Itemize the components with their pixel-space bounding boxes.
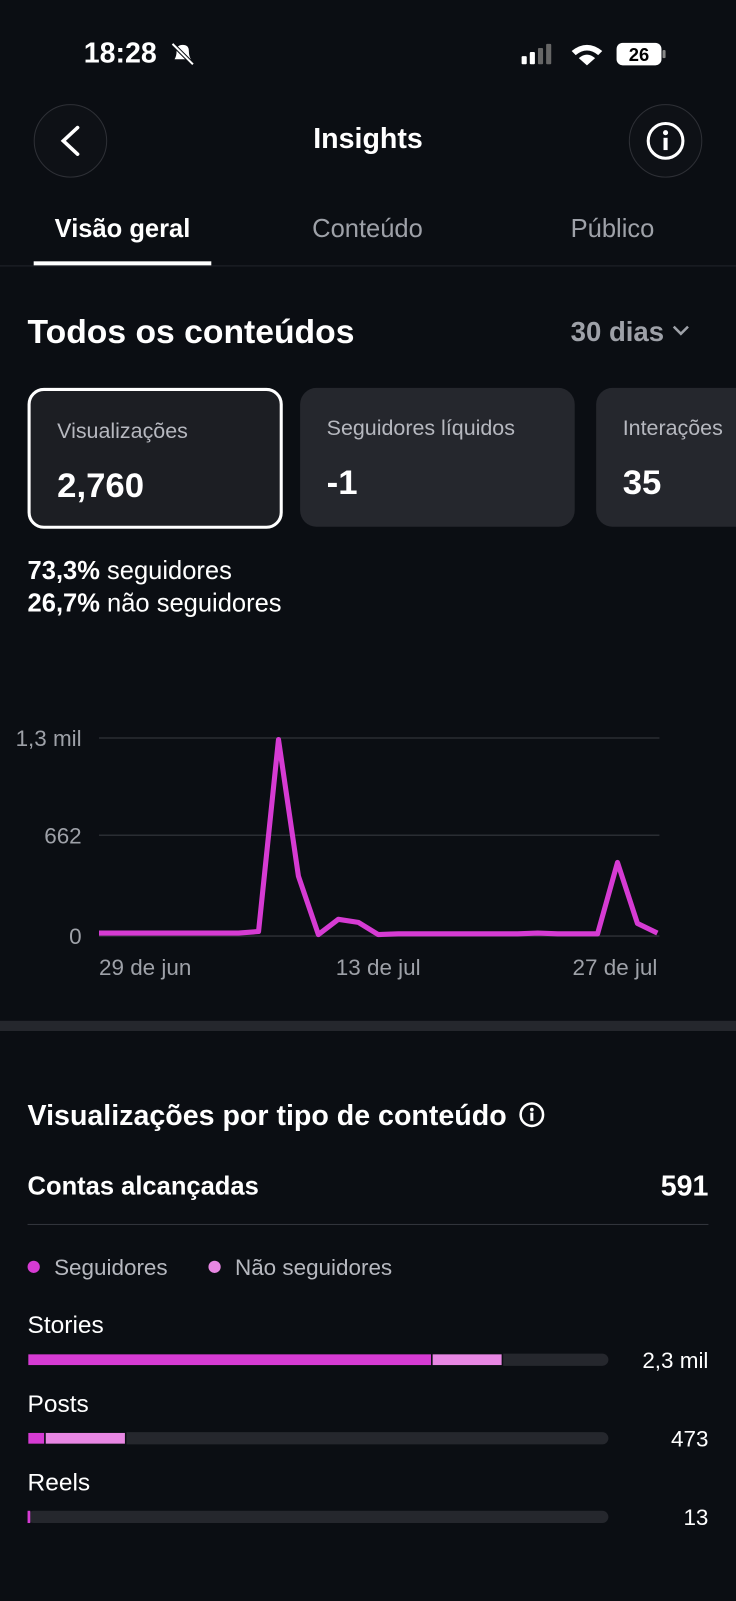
metric-value: 2,760	[57, 466, 145, 506]
divider	[27, 1223, 709, 1225]
info-button[interactable]	[628, 104, 703, 178]
reach-value: 591	[660, 1169, 709, 1202]
y-tick-label: 1,3 mil	[16, 726, 82, 751]
legend-dot	[27, 1260, 40, 1273]
metric-value: 35	[622, 463, 662, 503]
line-series	[99, 737, 659, 938]
legend-dot	[208, 1260, 221, 1273]
legend-label: Seguidores	[54, 1255, 168, 1280]
x-tick-label: 13 de jul	[336, 955, 421, 980]
battery-level: 26	[629, 44, 649, 65]
label: não seguidores	[107, 589, 282, 618]
tab[interactable]: Visão geral	[54, 214, 191, 243]
label: seguidores	[107, 556, 232, 585]
metric-card[interactable]: Interações 35	[596, 387, 736, 527]
title: Visualizações por tipo de conteúdo	[27, 1099, 507, 1132]
metric-label: Seguidores líquidos	[326, 416, 515, 440]
metric-label: Interações	[622, 416, 723, 440]
metric-card[interactable]: Visualizações 2,760	[27, 387, 283, 529]
category-label: Posts	[28, 1391, 89, 1418]
back-button[interactable]	[33, 104, 108, 178]
percent: 26,7%	[27, 589, 100, 618]
metric-value: -1	[326, 463, 358, 503]
section-title: Visualizações por tipo de conteúdo	[28, 1099, 548, 1132]
header-title: Insights	[313, 122, 423, 155]
metric-card[interactable]: Seguidores líquidos -1	[300, 387, 575, 527]
period: 30 dias	[570, 316, 665, 348]
bar-segment	[26, 1352, 433, 1367]
clock: 18:28	[83, 36, 157, 69]
category-label: Stories	[28, 1312, 104, 1339]
tab[interactable]: Conteúdo	[312, 214, 423, 243]
line-chart: 0 662 1,3 mil 29 de jun 13 de jul 27 de jul	[16, 726, 660, 980]
bar-segment	[27, 1510, 31, 1524]
reach-label: Contas alcançadas	[27, 1171, 259, 1201]
breakdown-line: 73,3% seguidores	[28, 556, 232, 586]
bar-segment	[44, 1431, 127, 1446]
bar-track	[27, 1432, 609, 1445]
bar-segment	[26, 1431, 46, 1446]
tab-indicator	[33, 261, 212, 266]
total-label: 2,3 mil	[642, 1348, 708, 1373]
y-tick-label: 662	[44, 823, 81, 848]
section-divider	[0, 1020, 736, 1032]
period-selector[interactable]: 30 dias	[571, 316, 693, 348]
total-label: 13	[683, 1505, 708, 1530]
y-tick-label: 0	[69, 924, 81, 949]
bar-track	[27, 1510, 609, 1524]
section-title: Todos os conteúdos	[27, 312, 355, 351]
metric-label: Visualizações	[57, 419, 188, 444]
x-tick-label: 29 de jun	[99, 955, 191, 980]
tab[interactable]: Público	[570, 214, 655, 243]
mute-icon	[171, 42, 195, 66]
bar-chart: Seguidores Não seguidores Stories 2,3 mil Po…	[26, 1255, 708, 1530]
status-icons: 26	[521, 42, 666, 66]
divider	[0, 265, 736, 267]
bar-segment	[431, 1352, 504, 1367]
percent: 73,3%	[27, 556, 100, 585]
category-label: Reels	[28, 1469, 91, 1496]
total-label: 473	[671, 1426, 708, 1451]
x-tick-label: 27 de jul	[573, 955, 658, 980]
breakdown-line: 26,7% não seguidores	[28, 589, 282, 619]
legend-label: Não seguidores	[235, 1255, 392, 1280]
